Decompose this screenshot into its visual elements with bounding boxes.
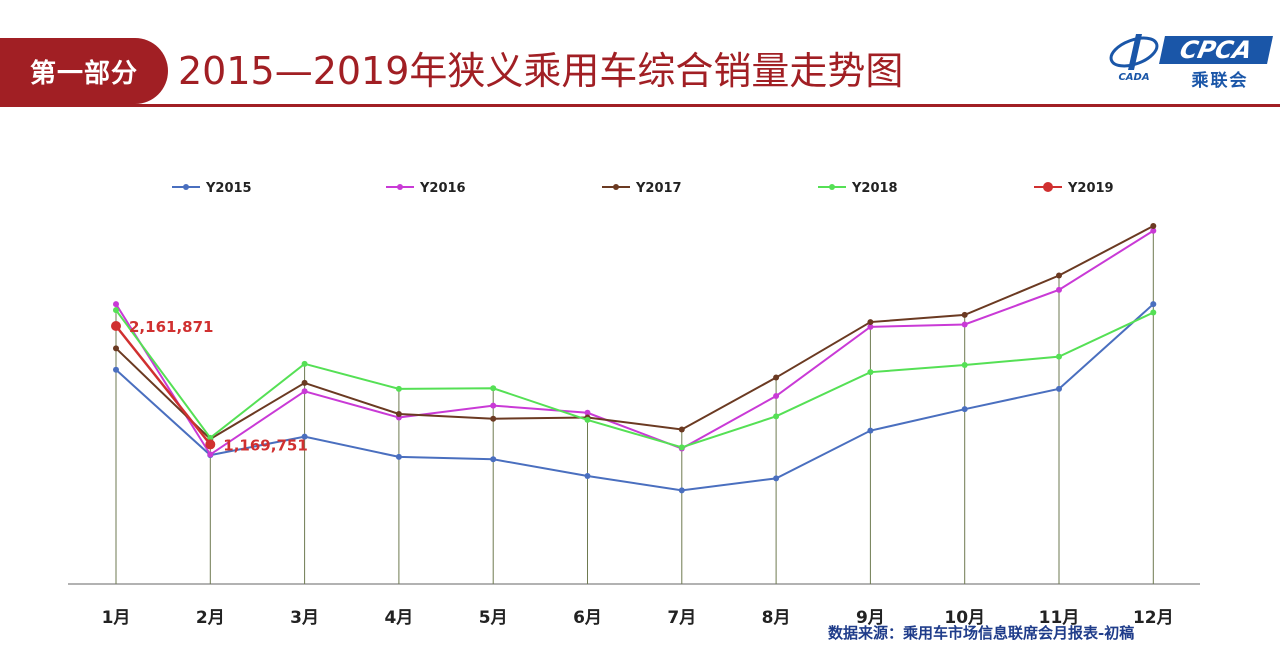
data-point-y2017 xyxy=(490,415,497,422)
data-point-y2019 xyxy=(111,321,121,332)
series-line-y2017 xyxy=(115,225,1154,441)
data-point-y2015 xyxy=(773,475,780,482)
x-tick-label: 10月 xyxy=(944,608,985,628)
series-line-y2019 xyxy=(115,325,212,446)
data-point-y2016 xyxy=(773,393,780,400)
data-point-y2017 xyxy=(961,311,968,318)
data-point-y2016 xyxy=(961,321,968,328)
data-point-y2015 xyxy=(867,427,874,434)
legend-label: Y2018 xyxy=(851,181,898,196)
x-tick-label: 2月 xyxy=(196,608,225,628)
data-point-y2019 xyxy=(205,439,216,450)
data-point-y2015 xyxy=(584,473,591,480)
legend-marker-y2017 xyxy=(613,184,619,190)
data-point-y2018 xyxy=(301,360,308,367)
data-point-y2015 xyxy=(395,453,402,460)
data-point-y2018 xyxy=(678,444,685,451)
cpca-logo: CADA CPCA 乘联会 xyxy=(1106,30,1274,92)
x-tick-label: 12月 xyxy=(1133,608,1174,628)
header-divider xyxy=(0,104,1280,107)
data-point-y2018 xyxy=(395,385,402,392)
data-point-y2016 xyxy=(867,323,874,330)
data-point-y2018 xyxy=(490,385,497,392)
x-tick-label: 9月 xyxy=(856,608,885,628)
data-point-y2017 xyxy=(301,379,308,386)
cada-emblem-icon xyxy=(1109,34,1159,70)
x-tick-label: 8月 xyxy=(762,608,791,628)
data-point-y2015 xyxy=(961,406,968,413)
data-point-y2018 xyxy=(961,362,968,369)
data-point-y2018 xyxy=(867,369,874,376)
x-tick-label: 7月 xyxy=(667,608,696,628)
x-tick-label: 5月 xyxy=(479,608,508,628)
series-line-y2018 xyxy=(115,309,1154,449)
x-tick-label: 6月 xyxy=(573,608,602,628)
x-tick-label: 11月 xyxy=(1039,608,1080,628)
data-point-y2015 xyxy=(1150,301,1157,308)
data-point-y2017 xyxy=(395,410,402,417)
section-label: 第一部分 xyxy=(0,38,168,104)
data-point-y2015 xyxy=(301,433,308,440)
data-point-y2016 xyxy=(301,388,308,395)
data-point-y2017 xyxy=(1056,272,1062,279)
legend-marker-y2019 xyxy=(1043,182,1053,192)
data-point-y2018 xyxy=(773,413,780,420)
data-point-y2018 xyxy=(207,434,214,441)
logo-mark-text: CADA xyxy=(1118,72,1150,83)
legend-label: Y2017 xyxy=(635,181,682,196)
data-point-y2016 xyxy=(207,451,214,458)
data-point-y2017 xyxy=(113,345,119,352)
data-point-y2017 xyxy=(1150,223,1157,229)
data-point-y2016 xyxy=(1056,286,1062,293)
data-point-y2015 xyxy=(113,366,119,373)
data-point-y2018 xyxy=(1056,353,1062,360)
data-point-y2017 xyxy=(678,426,685,433)
data-point-y2015 xyxy=(1056,385,1062,392)
data-label: 1,169,751 xyxy=(223,436,307,454)
series-line-y2016 xyxy=(115,229,1154,456)
data-point-y2017 xyxy=(773,374,780,381)
legend-label: Y2019 xyxy=(1067,181,1114,196)
data-point-y2016 xyxy=(1150,227,1157,234)
series-line-y2015 xyxy=(115,303,1154,492)
data-point-y2015 xyxy=(678,487,685,494)
source-note: 数据来源：乘用车市场信息联席会月报表-初稿 xyxy=(828,624,1135,642)
data-point-y2016 xyxy=(584,409,591,416)
legend-marker-y2015 xyxy=(183,184,189,190)
data-point-y2016 xyxy=(113,301,119,308)
page-title: 2015—2019年狭义乘用车综合销量走势图 xyxy=(178,49,904,93)
legend-label: Y2015 xyxy=(205,181,252,196)
legend-marker-y2018 xyxy=(829,184,835,190)
data-point-y2018 xyxy=(1150,309,1157,316)
data-point-y2018 xyxy=(584,416,591,423)
data-point-y2015 xyxy=(490,456,497,463)
data-point-y2016 xyxy=(490,402,497,409)
legend-label: Y2016 xyxy=(419,181,466,196)
data-point-y2017 xyxy=(867,319,874,326)
x-tick-label: 3月 xyxy=(290,608,319,628)
logo-sub-text: 乘联会 xyxy=(1191,71,1249,91)
data-point-y2018 xyxy=(113,307,119,314)
legend-marker-y2016 xyxy=(397,184,403,190)
data-label: 2,161,871 xyxy=(129,318,213,336)
x-tick-label: 1月 xyxy=(102,608,131,628)
x-tick-label: 4月 xyxy=(384,608,413,628)
